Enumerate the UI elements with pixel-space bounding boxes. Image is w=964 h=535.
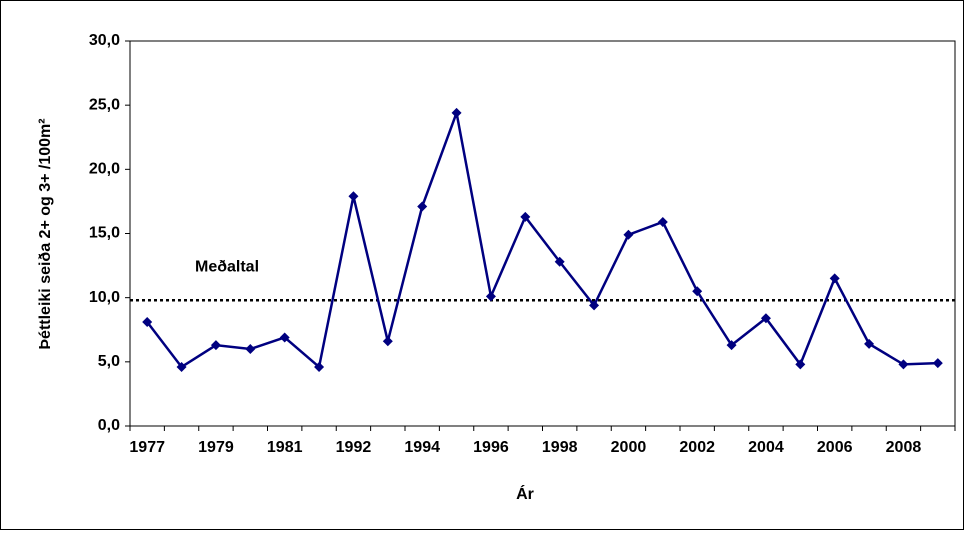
marker <box>726 340 737 351</box>
marker <box>279 332 290 343</box>
y-tick-label: 15,0 <box>89 225 120 242</box>
x-tick-label: 1994 <box>404 439 440 456</box>
marker <box>451 107 462 118</box>
marker <box>245 344 256 354</box>
marker <box>760 313 771 324</box>
marker <box>657 216 668 227</box>
x-tick-label: 2004 <box>748 439 784 456</box>
marker <box>314 361 325 372</box>
marker <box>829 273 840 284</box>
y-tick-label: 20,0 <box>89 161 120 178</box>
marker <box>417 201 428 212</box>
x-axis-label: Ár <box>516 484 534 503</box>
marker <box>932 358 943 369</box>
marker <box>589 300 600 311</box>
x-tick-label: 1977 <box>129 439 165 456</box>
marker <box>176 361 187 372</box>
marker <box>348 191 359 202</box>
y-tick-label: 30,0 <box>89 32 120 49</box>
marker <box>795 359 806 370</box>
marker <box>898 359 909 370</box>
plot-area <box>129 40 956 427</box>
x-tick-label: 1979 <box>198 439 234 456</box>
y-axis-label: Þéttleiki seiða 2+ og 3+ /100m² <box>37 118 54 349</box>
y-tick-label: 5,0 <box>98 353 120 370</box>
marker <box>554 256 565 267</box>
x-tick-label: 2008 <box>886 439 922 456</box>
marker <box>485 291 496 302</box>
marker <box>382 336 393 347</box>
y-tick-label: 0,0 <box>98 417 120 434</box>
x-tick-label: 1981 <box>267 439 303 456</box>
annotation: Meðaltal <box>195 258 259 275</box>
x-tick-label: 2000 <box>611 439 647 456</box>
marker <box>210 340 221 351</box>
y-tick-label: 25,0 <box>89 96 120 113</box>
x-tick-label: 1996 <box>473 439 509 456</box>
x-tick-label: 2002 <box>679 439 715 456</box>
x-tick-label: 2006 <box>817 439 853 456</box>
marker <box>692 286 703 297</box>
marker <box>520 211 531 222</box>
series-line <box>146 108 938 370</box>
x-tick-label: 1998 <box>542 439 578 456</box>
x-tick-label: 1992 <box>336 439 372 456</box>
marker <box>142 317 153 328</box>
marker <box>864 338 875 349</box>
y-tick-label: 10,0 <box>89 289 120 306</box>
marker <box>623 229 634 240</box>
